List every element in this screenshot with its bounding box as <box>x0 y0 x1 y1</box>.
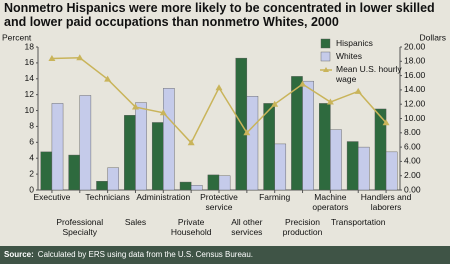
bar <box>179 181 192 191</box>
x-tick-label: Farming <box>259 192 291 202</box>
y2-tick-label: 6.00 <box>404 141 421 151</box>
marker <box>76 54 84 61</box>
bar <box>79 95 92 191</box>
marker <box>48 54 56 61</box>
bar <box>346 141 359 191</box>
y2-tick-label: 8.00 <box>404 127 421 137</box>
y-tick-label: 12 <box>25 89 35 99</box>
marker <box>187 139 195 146</box>
y2-tick-label: 2.00 <box>404 170 421 180</box>
y-tick-label: 8 <box>29 121 34 131</box>
source: Source: Calculated by ERS using data from… <box>0 246 450 264</box>
y2-tick-label: 20.00 <box>404 41 426 51</box>
x-tick-label: Private Household <box>170 217 212 237</box>
bar <box>151 122 164 191</box>
bar <box>68 154 80 191</box>
bar <box>263 103 275 191</box>
x-tick-label: Precision production <box>282 217 323 237</box>
x-tick-label: Executive <box>33 192 71 202</box>
marker <box>104 75 112 82</box>
bar <box>246 96 259 191</box>
x-tick-label: Sales <box>124 217 147 227</box>
bar <box>274 143 287 191</box>
bar <box>51 103 64 191</box>
legend-swatch <box>323 67 329 72</box>
marker <box>271 100 279 107</box>
x-tick-label: Handlers and laborers <box>360 192 412 212</box>
bar <box>374 108 387 191</box>
x-tick-label: Professional Specialty <box>56 217 104 237</box>
y-axis-label: Percent <box>2 32 32 42</box>
bar <box>135 102 147 191</box>
y-tick-label: 18 <box>25 41 35 51</box>
x-tick-label: Technicians <box>85 192 130 202</box>
x-tick-label: Machine operators <box>312 192 349 212</box>
bar <box>190 185 203 191</box>
source-label: Source: <box>4 250 34 259</box>
bar <box>319 103 331 191</box>
x-tick-label: Administration <box>136 192 191 202</box>
bar <box>124 115 136 191</box>
x-tick-label: Protective service <box>200 192 238 212</box>
y-tick-label: 14 <box>25 73 35 83</box>
y2-axis-label: Dollars <box>420 32 446 42</box>
marker <box>326 98 334 105</box>
marker <box>243 129 251 136</box>
y-tick-label: 10 <box>25 105 35 115</box>
y2-tick-label: 0.00 <box>404 184 421 194</box>
y2-tick-label: 18.00 <box>404 56 426 66</box>
y-tick-label: 2 <box>29 168 34 178</box>
marker <box>382 119 390 126</box>
source-text: Calculated by ERS using data from the U.… <box>37 250 254 259</box>
legend-label: Hispanics <box>336 38 373 48</box>
marker <box>159 109 167 116</box>
bar <box>330 129 342 191</box>
bar <box>207 174 220 191</box>
legend-swatch <box>320 51 331 62</box>
legend-label: Mean U.S. hourly wage <box>336 64 402 84</box>
bar <box>291 76 303 191</box>
y-tick-label: 0 <box>29 184 34 194</box>
bar <box>358 146 370 191</box>
legend-label: Whites <box>336 51 362 61</box>
marker <box>354 87 362 94</box>
chart: Percent Dollars 0 2 4 6 8 10 12 14 16 18 0.00 2.00 4… <box>2 32 446 194</box>
chart-title: Nonmetro Hispanics were more likely to b… <box>4 1 435 29</box>
x-tick-label: All other services <box>231 217 263 237</box>
bar <box>40 151 53 191</box>
bar <box>107 167 119 191</box>
marker <box>299 80 307 87</box>
y2-tick-label: 12.00 <box>404 98 426 108</box>
y-tick-label: 16 <box>25 57 35 67</box>
bar <box>385 151 398 191</box>
y-tick-label: 6 <box>29 137 34 147</box>
bar <box>163 88 175 191</box>
y2-tick-label: 10.00 <box>404 113 426 123</box>
y2-tick-label: 14.00 <box>404 84 426 94</box>
y-tick-label: 4 <box>29 152 34 162</box>
bar <box>302 80 314 191</box>
x-tick-label: Transportation <box>330 217 386 227</box>
marker <box>131 103 139 110</box>
y2-tick-label: 16.00 <box>404 70 426 80</box>
legend-swatch <box>320 38 331 49</box>
y2-tick-label: 4.00 <box>404 156 421 166</box>
bar <box>96 181 108 191</box>
bar <box>218 175 231 191</box>
marker <box>215 84 223 91</box>
